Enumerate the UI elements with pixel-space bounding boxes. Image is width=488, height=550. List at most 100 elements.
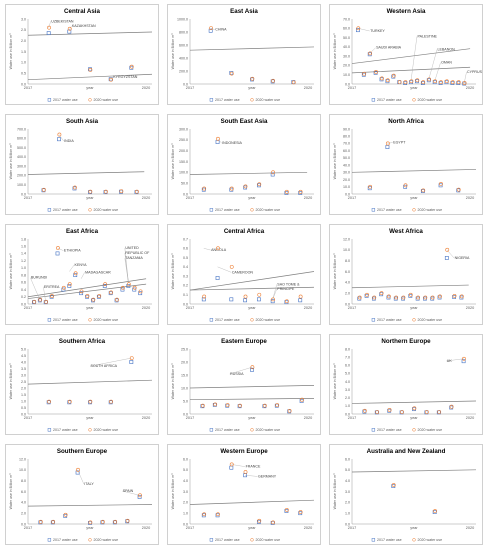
y-tick-label: 0.0 [183,192,188,196]
chart-panel: Southern Africa Water use in Billion m³ 0.… [5,334,159,435]
point-2020 [42,187,46,192]
point-2020 [291,80,296,85]
legend-marker-2017 [371,538,376,542]
x-tick-label: 2020 [142,306,150,310]
y-tick-label: 0.5 [21,71,26,75]
point-2020 [423,295,428,300]
trend-line [351,469,477,473]
leader-line [122,490,140,496]
point-2020 [79,289,84,294]
chart-panel: West Africa Water use in Billion m³ 0.0 2.0… [329,224,483,325]
x-axis-label: year [248,526,256,530]
leader-line [434,62,441,82]
legend-marker-2020 [250,538,254,542]
point-2020 [125,518,130,523]
legend-marker-2020 [412,318,416,322]
legend-marker-2020 [250,98,254,102]
country-label: UNITED [125,246,139,250]
y-axis-label: Water use in Billion m³ [333,143,337,180]
point-2017 [208,28,213,33]
x-tick-label: 2017 [348,306,356,310]
x-tick-label: 2017 [348,416,356,420]
y-axis-label: Water use in Billion m³ [333,33,337,70]
point-2020 [229,71,234,76]
point-2020 [368,51,373,56]
point-2020 [38,519,43,524]
point-2017 [138,291,143,296]
y-tick-label: 60.0 [343,149,350,153]
y-tick-label: 1.0 [21,61,26,65]
point-2020 [57,132,62,137]
country-label: SOUTH AFRICA [91,364,118,368]
y-axis-label: Water use in Billion m³ [9,253,13,290]
chart-title: North Africa [388,118,424,125]
point-2020 [209,26,213,31]
point-2017 [229,297,234,302]
point-2020 [250,365,255,370]
trend-line [189,286,315,291]
y-tick-label: 6.0 [183,457,188,461]
y-tick-label: 1000.0 [177,17,188,21]
point-2020 [362,408,367,413]
y-axis-label: Water use in Billion m³ [333,473,337,510]
legend-marker-2017 [47,428,52,432]
chart-svg: Southern Africa Water use in Billion m³ 0.… [9,338,153,432]
trend-line [189,271,315,291]
legend-label-2017: 2017 water use [215,428,240,432]
point-2017 [356,28,360,33]
point-2020 [379,291,384,296]
chart-panel: Central Africa Water use in Billion m³ 0.0… [167,224,321,325]
point-2017 [462,81,467,86]
point-2020 [85,294,90,298]
leader-line [446,358,464,362]
point-2017 [67,29,72,34]
y-tick-label: 300.0 [17,164,26,168]
x-axis-label: year [248,196,256,200]
point-2020 [271,78,275,83]
y-tick-label: 0.1 [183,293,188,297]
chart-svg: Southern Europe Water use in Billion m³ 0.… [9,448,153,542]
point-2020 [73,185,77,190]
point-2017 [50,520,55,525]
chart-svg: South Asia Water use in Billion m³ 0.0 100.… [9,118,152,212]
legend-label-2020: 2020 water use [418,208,443,212]
point-2020 [449,404,454,409]
point-2020 [202,186,207,191]
country-label: ERITREA [44,285,60,289]
y-tick-label: 100.0 [179,171,188,175]
x-axis-label: year [410,526,418,530]
point-2017 [229,465,234,470]
legend-label-2020: 2020 water use [94,538,119,542]
y-tick-label: 0.0 [345,412,350,416]
point-2017 [120,287,125,292]
point-2017 [57,137,61,142]
trend-line [27,31,153,36]
country-label: KYRGYZSTAN [113,75,137,79]
country-label: REPUBLIC OF [125,251,150,255]
point-2020 [119,189,124,194]
legend-marker-2020 [412,98,416,102]
y-tick-label: 400.0 [17,155,26,159]
legend-marker-2020 [412,208,416,212]
point-2020 [250,76,255,81]
point-2020 [257,182,262,187]
country-label: SPAIN [123,489,134,493]
y-tick-label: 10.0 [343,185,350,189]
point-2017 [119,189,123,194]
point-2020 [430,295,435,300]
trend-line [27,171,145,175]
point-2020 [452,293,457,298]
point-2017 [88,190,92,195]
legend-marker-2017 [209,318,214,322]
y-tick-label: 5.0 [345,468,350,472]
point-2020 [100,519,105,524]
point-2017 [75,470,80,475]
y-tick-label: 0.5 [183,256,188,260]
country-label: GERMANY [258,474,277,478]
point-2020 [456,187,461,192]
y-tick-label: 1.0 [21,399,26,403]
y-tick-label: 10.0 [19,468,26,472]
leader-line [69,26,72,30]
y-tick-label: 200.0 [179,149,188,153]
legend-label-2020: 2020 water use [94,98,119,102]
